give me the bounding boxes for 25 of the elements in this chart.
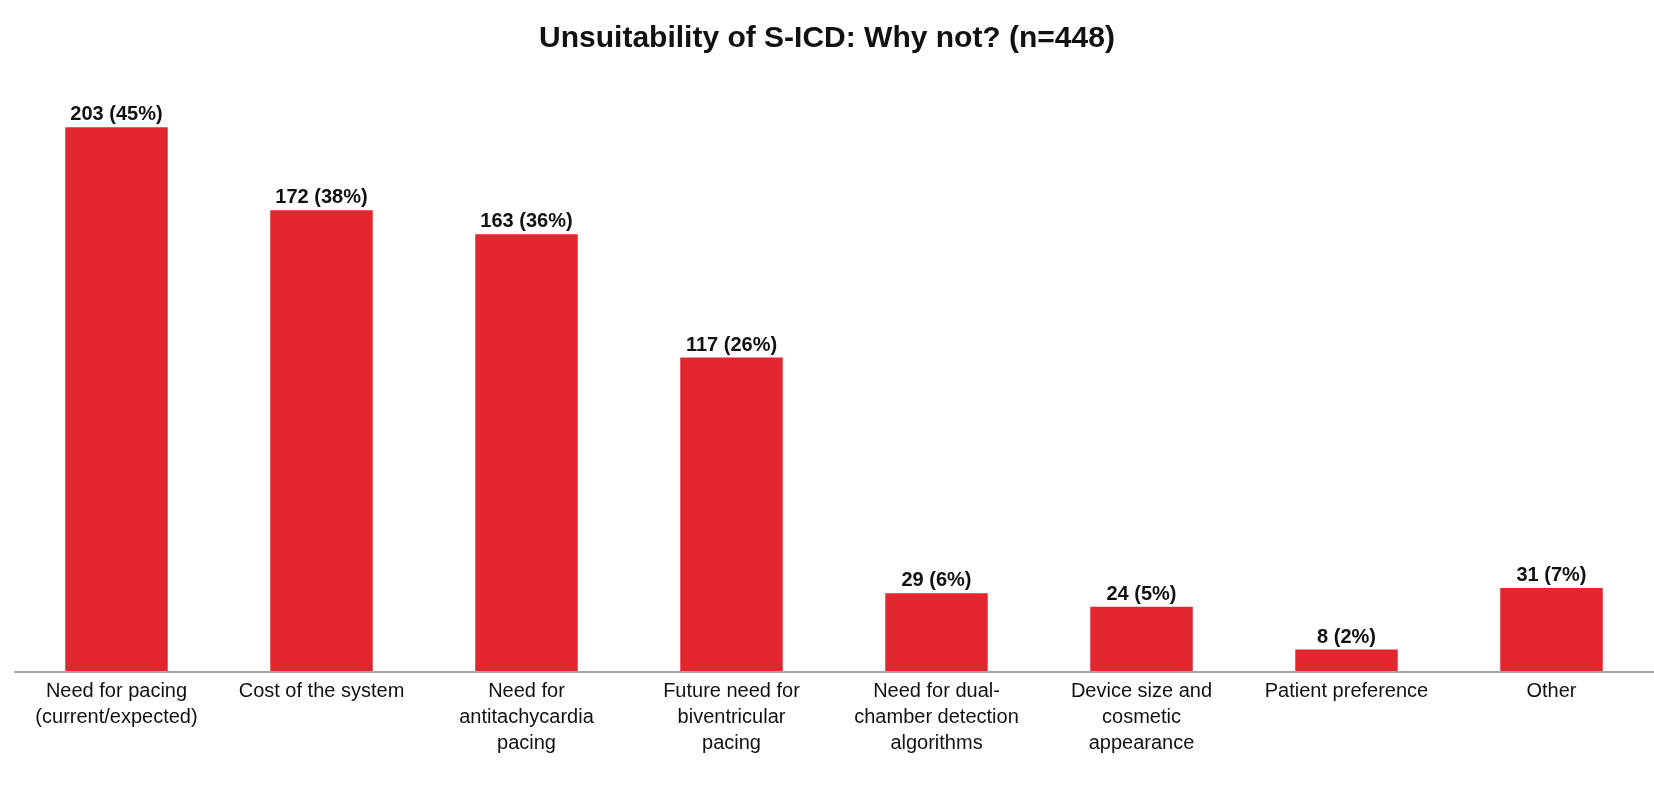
bar — [885, 593, 988, 671]
bar — [65, 127, 168, 671]
data-label: 8 (2%) — [1317, 624, 1376, 647]
x-tick-label: Need for pacing (current/expected) — [35, 679, 198, 727]
bar — [1500, 587, 1603, 671]
x-tick-label: Need for dual-chamber detection algorithms — [854, 679, 1019, 753]
bar — [1090, 606, 1193, 671]
x-tick-label: Other — [1526, 679, 1577, 701]
bar — [680, 357, 783, 671]
x-tick-label: Patient preference — [1264, 679, 1429, 701]
x-tick-label: Device size and cosmetic appearance — [1070, 679, 1213, 753]
data-label: 117 (26%) — [685, 332, 778, 355]
data-label: 163 (36%) — [480, 209, 573, 232]
bar — [1295, 649, 1398, 671]
x-tick-label: Cost of the system — [238, 679, 405, 701]
bar — [270, 210, 373, 671]
data-label: 203 (45%) — [70, 102, 163, 125]
bar — [475, 234, 578, 671]
chart-title: Unsuitability of S-ICD: Why not? (n=448) — [539, 19, 1115, 53]
data-label: 24 (5%) — [1106, 581, 1177, 604]
x-tick-label: Need for antitachycardia pacing — [459, 679, 595, 753]
data-label: 172 (38%) — [275, 185, 368, 208]
data-label: 29 (6%) — [901, 568, 972, 591]
data-label: 31 (7%) — [1516, 562, 1587, 585]
x-tick-label: Future need for biventricular pacing — [663, 679, 801, 753]
